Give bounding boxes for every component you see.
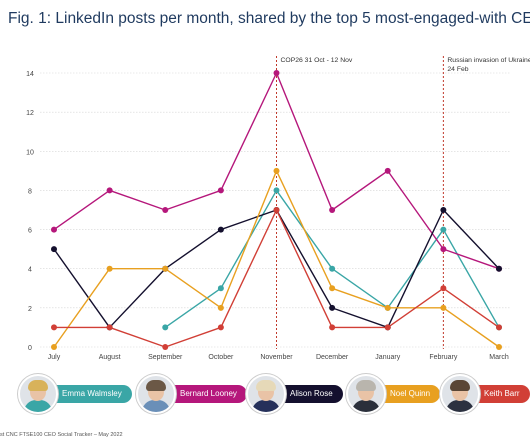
data-point-alison-rose (496, 265, 502, 272)
x-tick-label: March (489, 354, 509, 361)
data-point-noel-quinn (273, 167, 280, 174)
data-point-emma-walmsley (329, 265, 336, 272)
annotation-label: Russian invasion of Ukraine (447, 57, 530, 64)
data-point-bernard-looney (440, 246, 447, 253)
data-point-bernard-looney (162, 207, 169, 213)
line-chart: 0 2 4 6 8 10 12 14 July August September October No… (26, 56, 530, 361)
data-point-emma-walmsley (162, 324, 169, 331)
data-point-noel-quinn (51, 344, 57, 350)
data-point-bernard-looney (106, 187, 113, 194)
y-tick-label: 8 (28, 188, 32, 195)
data-point-keith-barr (329, 324, 336, 331)
data-point-bernard-looney (273, 70, 280, 76)
annotation-label: COP26 31 Oct - 12 Nov (281, 57, 353, 64)
avatar (346, 374, 386, 414)
chart-title: Fig. 1: LinkedIn posts per month, shared… (8, 10, 530, 27)
data-point-bernard-looney (384, 167, 391, 174)
x-tick-label: January (375, 354, 400, 361)
data-point-noel-quinn (496, 344, 502, 350)
data-point-emma-walmsley (273, 187, 280, 194)
data-point-noel-quinn (106, 265, 113, 272)
y-tick-label: 4 (28, 267, 32, 274)
data-point-keith-barr (51, 324, 57, 331)
avatar (246, 374, 286, 414)
y-tick-label: 2 (28, 306, 32, 313)
series-points (51, 70, 502, 350)
data-point-keith-barr (440, 285, 447, 292)
data-point-bernard-looney (217, 187, 224, 194)
data-point-emma-walmsley (440, 226, 447, 233)
avatar (136, 374, 176, 414)
y-tick-label: 6 (28, 228, 32, 235)
event-annotations: COP26 31 Oct - 12 Nov Russian invasion of… (276, 56, 530, 349)
x-tick-label: February (429, 354, 458, 361)
series-line-keith-barr (54, 209, 500, 348)
y-tick-label: 12 (26, 110, 34, 117)
x-tick-label: September (148, 354, 183, 361)
legend-entry-emma-walmsley: Emma Walmsley (38, 385, 132, 403)
x-tick-labels: July August September October November Decemb… (48, 354, 509, 361)
y-tick-label: 14 (26, 71, 34, 78)
data-point-keith-barr (384, 324, 391, 331)
x-tick-label: July (48, 354, 61, 361)
data-point-noel-quinn (162, 265, 169, 272)
x-tick-label: October (208, 354, 234, 361)
data-point-keith-barr (162, 344, 169, 350)
data-point-bernard-looney (51, 226, 57, 233)
data-point-alison-rose (329, 304, 336, 311)
x-tick-label: December (316, 354, 349, 361)
avatar (440, 374, 480, 414)
data-point-bernard-looney (329, 207, 336, 213)
x-tick-label: August (99, 354, 121, 361)
source-footer: st CNC FTSE100 CEO Social Tracker – May … (0, 432, 123, 438)
data-point-alison-rose (440, 207, 447, 213)
avatar (18, 374, 58, 414)
legend-entry-bernard-looney: Bernard Looney (156, 385, 247, 403)
annotation-label: 24 Feb (447, 66, 468, 73)
x-tick-label: November (260, 354, 293, 361)
y-tick-label: 10 (26, 149, 34, 156)
data-point-noel-quinn (384, 304, 391, 311)
data-point-alison-rose (51, 246, 57, 253)
data-point-keith-barr (496, 324, 502, 331)
data-point-noel-quinn (440, 304, 447, 311)
data-point-noel-quinn (217, 304, 224, 311)
data-point-keith-barr (217, 324, 224, 331)
data-point-keith-barr (273, 207, 280, 213)
data-point-keith-barr (106, 324, 113, 331)
data-point-noel-quinn (329, 285, 336, 292)
y-tick-label: 0 (28, 345, 32, 352)
data-point-alison-rose (217, 226, 224, 233)
data-point-emma-walmsley (217, 285, 224, 292)
y-tick-labels: 0 2 4 6 8 10 12 14 (26, 71, 34, 352)
legend: Emma Walmsley Bernard Looney Alison Rose No… (0, 370, 530, 420)
